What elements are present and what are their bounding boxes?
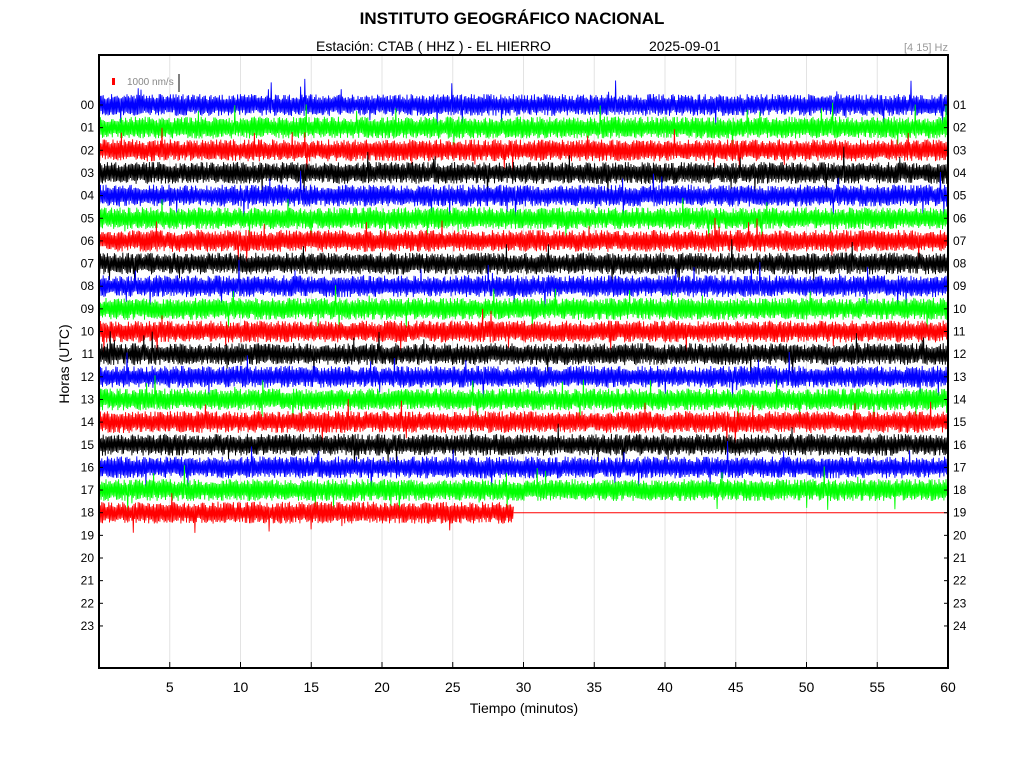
hour-label-left: 19 — [81, 528, 95, 542]
x-tick-label: 20 — [374, 679, 390, 695]
hour-label-left: 17 — [81, 483, 95, 497]
x-tick-label: 50 — [799, 679, 815, 695]
hour-label-right: 24 — [953, 619, 967, 633]
page-title: INSTITUTO GEOGRÁFICO NACIONAL — [359, 9, 665, 28]
hour-label-left: 00 — [81, 98, 95, 112]
hour-label-right: 12 — [953, 347, 967, 361]
hour-label-right: 14 — [953, 392, 967, 406]
trace-hour-14 — [98, 398, 948, 445]
trace-hour-13 — [98, 375, 948, 424]
x-axis-label: Tiempo (minutos) — [469, 700, 579, 716]
hour-label-right: 17 — [953, 460, 967, 474]
trace-hour-07 — [98, 239, 948, 286]
plot-frame — [98, 54, 949, 669]
hour-label-left: 16 — [81, 460, 95, 474]
hour-label-left: 22 — [81, 596, 95, 610]
hour-label-right: 06 — [953, 211, 967, 225]
hour-label-left: 05 — [81, 211, 95, 225]
trace-hour-00 — [98, 78, 948, 129]
x-tick-label: 45 — [728, 679, 744, 695]
hour-label-left: 02 — [81, 143, 95, 157]
trace-hour-02 — [98, 127, 948, 174]
hour-label-left: 01 — [81, 121, 95, 135]
y-axis-label: Horas (UTC) — [56, 324, 72, 404]
trace-hour-09 — [98, 285, 948, 330]
hour-label-right: 23 — [953, 596, 967, 610]
hour-label-right: 04 — [953, 166, 967, 180]
scale-bar: 1000 nm/s — [112, 74, 180, 92]
trace-hour-10 — [98, 308, 948, 355]
trace-hour-12 — [98, 351, 948, 404]
hour-label-left: 15 — [81, 438, 95, 452]
hour-label-left: 23 — [81, 619, 95, 633]
hour-label-left: 06 — [81, 234, 95, 248]
x-tick-label: 25 — [445, 679, 461, 695]
hour-label-right: 16 — [953, 438, 967, 452]
hour-label-left: 14 — [81, 415, 95, 429]
scale-bar-label: 1000 nm/s — [127, 77, 174, 88]
hour-label-right: 03 — [953, 143, 967, 157]
trace-hour-11 — [98, 331, 948, 376]
hour-label-right: 22 — [953, 574, 967, 588]
x-tick-label: 5 — [166, 679, 174, 695]
hour-label-left: 11 — [82, 347, 95, 361]
trace-hour-04 — [98, 170, 948, 220]
date-label: 2025-09-01 — [649, 38, 721, 54]
hour-label-right: 19 — [953, 506, 967, 520]
hour-label-left: 12 — [81, 370, 95, 384]
x-tick-label: 60 — [940, 679, 956, 695]
hour-label-right: 13 — [953, 370, 967, 384]
scale-bar-mark — [112, 78, 115, 85]
hour-label-left: 20 — [81, 551, 95, 565]
hour-label-right: 10 — [953, 302, 967, 316]
x-tick-label: 10 — [233, 679, 249, 695]
hour-label-right: 18 — [953, 483, 967, 497]
hour-label-left: 21 — [81, 574, 95, 588]
hour-label-right: 07 — [953, 234, 967, 248]
hour-label-left: 08 — [81, 279, 95, 293]
hour-label-left: 13 — [81, 392, 95, 406]
trace-hour-03 — [98, 146, 948, 198]
x-tick-label: 15 — [303, 679, 319, 695]
hour-label-left: 18 — [81, 506, 95, 520]
x-tick-label: 35 — [586, 679, 602, 695]
hour-label-left: 04 — [81, 189, 95, 203]
hour-label-right: 01 — [953, 98, 967, 112]
hour-label-right: 02 — [953, 121, 967, 135]
trace-hour-06 — [98, 217, 948, 264]
hour-label-right: 20 — [953, 528, 967, 542]
hour-label-right: 21 — [953, 551, 967, 565]
hour-label-right: 09 — [953, 279, 967, 293]
hour-label-left: 09 — [81, 302, 95, 316]
x-tick-label: 30 — [516, 679, 532, 695]
trace-hour-16 — [98, 440, 948, 492]
x-tick-label: 55 — [869, 679, 885, 695]
seismic-traces — [98, 78, 948, 533]
hour-label-right: 08 — [953, 257, 967, 271]
trace-hour-15 — [98, 423, 948, 468]
hour-label-right: 05 — [953, 189, 967, 203]
hour-label-left: 10 — [81, 325, 95, 339]
hour-labels: 00 01 02 03 04 05 06 07 08 09 10 11 12 13 14 15 16 17 18 19… — [81, 98, 967, 633]
trace-hour-18 — [98, 493, 514, 533]
trace-hour-17 — [98, 465, 948, 515]
trace-hour-08 — [98, 259, 948, 312]
x-tick-label: 40 — [657, 679, 673, 695]
hour-label-right: 15 — [953, 415, 967, 429]
axis-ticks: 5 10 15 20 25 30 35 40 45 50 55 60 — [166, 662, 956, 695]
hour-label-left: 07 — [81, 257, 95, 271]
hour-label-left: 03 — [81, 166, 95, 180]
trace-hour-01 — [98, 102, 948, 150]
filter-label: [4 15] Hz — [903, 42, 948, 54]
station-label: Estación: CTAB ( HHZ ) - EL HIERRO — [316, 38, 551, 54]
hour-label-right: 11 — [953, 325, 966, 339]
trace-hour-05 — [98, 197, 948, 242]
